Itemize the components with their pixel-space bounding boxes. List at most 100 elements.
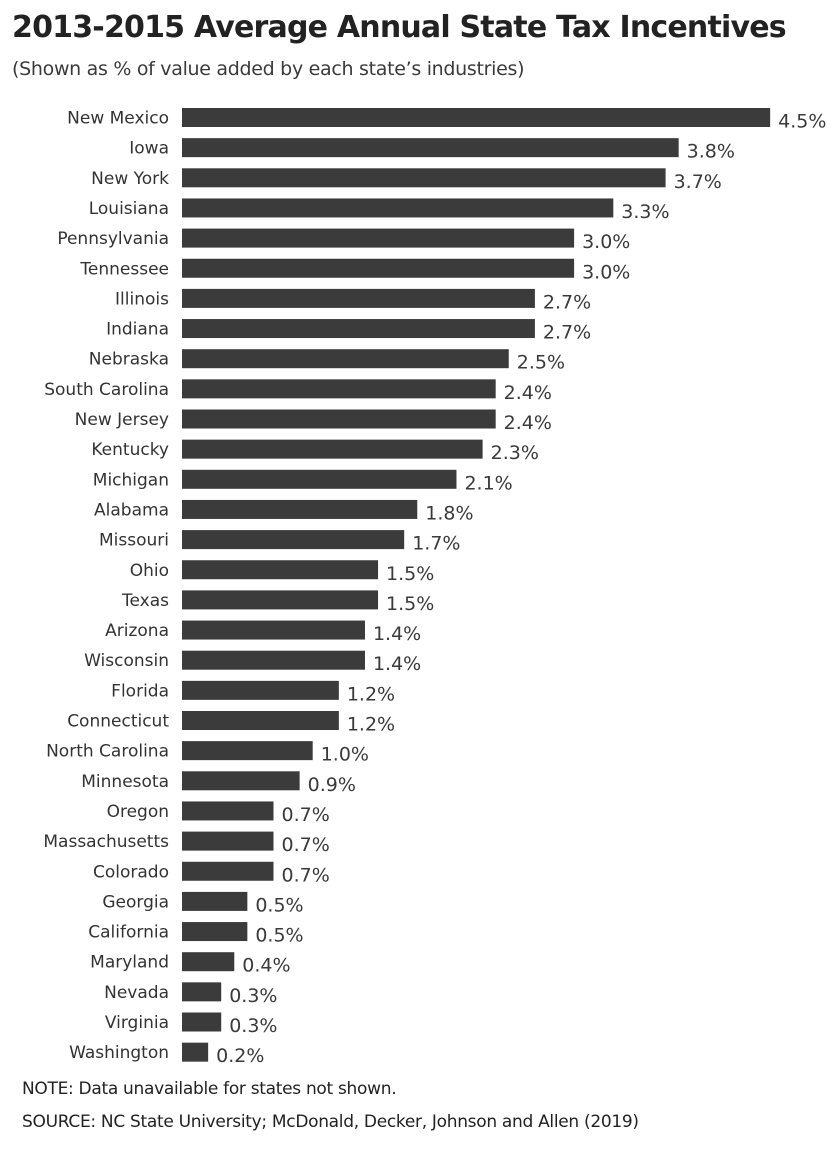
category-label-illinois: Illinois <box>115 289 169 309</box>
category-label-virginia: Virginia <box>105 1013 169 1033</box>
category-labels: New Mexico Iowa New York Louisiana Pennsylva… <box>43 109 169 1064</box>
bar-colorado <box>182 861 274 881</box>
category-label-missouri: Missouri <box>99 531 169 551</box>
value-label-ohio: 1.5% <box>386 563 434 585</box>
bar-massachusetts <box>182 831 274 851</box>
category-label-florida: Florida <box>111 681 169 701</box>
bar-kentucky <box>182 439 483 459</box>
bar-iowa <box>182 138 679 158</box>
bar-new-jersey <box>182 409 496 429</box>
value-labels: 4.5% 3.8% 3.7%3.3% 3.0% 3.0% 2.7% 2.7% 2.5% 2.4%… <box>216 111 826 1068</box>
value-label-north-carolina: 1.0% <box>321 744 369 766</box>
value-label-massachusetts: 0.7% <box>281 834 329 856</box>
bar-maryland <box>182 952 235 972</box>
category-label-nevada: Nevada <box>104 983 169 1003</box>
bar-georgia <box>182 891 248 911</box>
value-label-alabama: 1.8% <box>425 502 473 524</box>
bar-south-carolina <box>182 379 496 399</box>
bar-virginia <box>182 1012 222 1032</box>
category-label-tennessee: Tennessee <box>79 259 169 279</box>
bar-alabama <box>182 499 418 519</box>
value-label-new-york: 3.7% <box>674 171 722 193</box>
category-label-kentucky: Kentucky <box>91 440 169 460</box>
value-label-illinois: 2.7% <box>543 291 591 313</box>
bar-washington <box>182 1042 209 1062</box>
chart-subtitle: (Shown as % of value added by each state… <box>12 58 525 80</box>
category-label-new-jersey: New Jersey <box>75 410 169 430</box>
value-label-california: 0.5% <box>255 925 303 947</box>
bar-michigan <box>182 469 457 489</box>
value-label-florida: 1.2% <box>347 683 395 705</box>
value-label-new-mexico: 4.5% <box>778 111 826 133</box>
value-label-texas: 1.5% <box>386 593 434 615</box>
category-label-texas: Texas <box>121 591 169 611</box>
category-label-maryland: Maryland <box>90 953 169 973</box>
category-label-new-york: New York <box>91 169 169 189</box>
bar-illinois <box>182 288 535 308</box>
value-label-georgia: 0.5% <box>255 894 303 916</box>
value-label-iowa: 3.8% <box>687 141 735 163</box>
category-label-indiana: Indiana <box>106 320 169 340</box>
category-label-minnesota: Minnesota <box>81 772 169 792</box>
bar-pennsylvania <box>182 228 575 248</box>
value-label-washington: 0.2% <box>216 1045 264 1067</box>
value-label-nebraska: 2.5% <box>517 352 565 374</box>
chart-title: 2013-2015 Average Annual State Tax Incen… <box>12 10 787 45</box>
category-label-michigan: Michigan <box>93 470 169 490</box>
bar-new-york <box>182 168 666 188</box>
bar-florida <box>182 680 339 700</box>
category-label-ohio: Ohio <box>130 561 169 581</box>
value-label-louisiana: 3.3% <box>621 201 669 223</box>
category-label-georgia: Georgia <box>102 892 169 912</box>
value-label-missouri: 1.7% <box>412 533 460 555</box>
bar-group <box>182 108 771 1062</box>
value-label-connecticut: 1.2% <box>347 714 395 736</box>
bar-louisiana <box>182 198 614 218</box>
category-label-massachusetts: Massachusetts <box>43 832 169 852</box>
category-label-nebraska: Nebraska <box>89 350 169 370</box>
value-label-indiana: 2.7% <box>543 322 591 344</box>
bar-missouri <box>182 530 405 550</box>
category-label-south-carolina: South Carolina <box>44 380 169 400</box>
bar-oregon <box>182 801 274 821</box>
value-label-minnesota: 0.9% <box>308 774 356 796</box>
category-label-north-carolina: North Carolina <box>46 742 169 762</box>
category-label-alabama: Alabama <box>94 500 169 520</box>
value-label-virginia: 0.3% <box>229 1015 277 1037</box>
bar-connecticut <box>182 711 339 730</box>
bar-california <box>182 922 248 942</box>
bar-ohio <box>182 560 379 580</box>
value-label-colorado: 0.7% <box>281 864 329 886</box>
category-label-iowa: Iowa <box>129 139 169 159</box>
source-note: SOURCE: NC State University; McDonald, D… <box>22 1112 639 1132</box>
bar-arizona <box>182 620 365 640</box>
bar-texas <box>182 590 379 610</box>
value-label-oregon: 0.7% <box>281 804 329 826</box>
category-label-california: California <box>88 923 169 943</box>
bar-indiana <box>182 319 535 339</box>
category-label-colorado: Colorado <box>93 862 169 882</box>
bar-minnesota <box>182 771 300 791</box>
bar-nebraska <box>182 349 509 369</box>
category-label-connecticut: Connecticut <box>67 712 169 732</box>
value-label-kentucky: 2.3% <box>491 442 539 464</box>
value-label-arizona: 1.4% <box>373 623 421 645</box>
bar-nevada <box>182 982 222 1002</box>
category-label-louisiana: Louisiana <box>89 199 169 219</box>
value-label-michigan: 2.1% <box>464 472 512 494</box>
value-label-new-jersey: 2.4% <box>504 412 552 434</box>
value-label-wisconsin: 1.4% <box>373 653 421 675</box>
footnote: NOTE: Data unavailable for states not sh… <box>22 1079 397 1099</box>
bar-wisconsin <box>182 650 365 670</box>
value-label-pennsylvania: 3.0% <box>582 231 630 253</box>
bar-new-mexico <box>182 108 771 127</box>
category-label-pennsylvania: Pennsylvania <box>57 229 169 249</box>
value-label-tennessee: 3.0% <box>582 261 630 283</box>
bar-tennessee <box>182 258 575 278</box>
bar-north-carolina <box>182 741 313 761</box>
category-label-new-mexico: New Mexico <box>67 109 169 129</box>
value-label-maryland: 0.4% <box>242 955 290 977</box>
value-label-nevada: 0.3% <box>229 985 277 1007</box>
value-label-south-carolina: 2.4% <box>504 382 552 404</box>
